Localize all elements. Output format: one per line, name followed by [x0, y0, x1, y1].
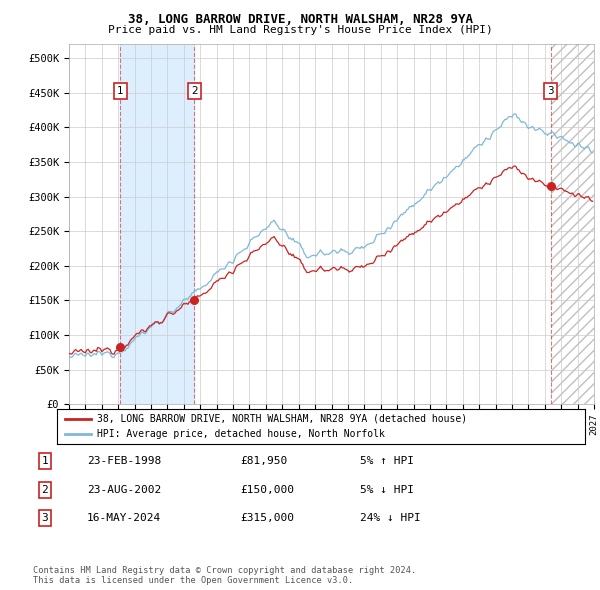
Text: 5% ↓ HPI: 5% ↓ HPI — [360, 485, 414, 494]
Text: 23-AUG-2002: 23-AUG-2002 — [87, 485, 161, 494]
Text: £150,000: £150,000 — [240, 485, 294, 494]
Text: Price paid vs. HM Land Registry's House Price Index (HPI): Price paid vs. HM Land Registry's House … — [107, 25, 493, 35]
Text: 3: 3 — [548, 86, 554, 96]
Text: £315,000: £315,000 — [240, 513, 294, 523]
Bar — [120, 44, 194, 404]
Bar — [551, 44, 594, 404]
Text: 16-MAY-2024: 16-MAY-2024 — [87, 513, 161, 523]
Text: Contains HM Land Registry data © Crown copyright and database right 2024.
This d: Contains HM Land Registry data © Crown c… — [33, 566, 416, 585]
Text: HPI: Average price, detached house, North Norfolk: HPI: Average price, detached house, Nort… — [97, 430, 385, 440]
Text: 23-FEB-1998: 23-FEB-1998 — [87, 457, 161, 466]
Text: 1: 1 — [117, 86, 124, 96]
Text: 38, LONG BARROW DRIVE, NORTH WALSHAM, NR28 9YA (detached house): 38, LONG BARROW DRIVE, NORTH WALSHAM, NR… — [97, 414, 467, 424]
Text: 3: 3 — [41, 513, 49, 523]
Text: 1: 1 — [41, 457, 49, 466]
Bar — [551, 44, 594, 404]
Text: 24% ↓ HPI: 24% ↓ HPI — [360, 513, 421, 523]
Text: 2: 2 — [191, 86, 197, 96]
Text: 38, LONG BARROW DRIVE, NORTH WALSHAM, NR28 9YA: 38, LONG BARROW DRIVE, NORTH WALSHAM, NR… — [128, 13, 473, 26]
Text: 2: 2 — [41, 485, 49, 494]
Text: £81,950: £81,950 — [240, 457, 287, 466]
Text: 5% ↑ HPI: 5% ↑ HPI — [360, 457, 414, 466]
